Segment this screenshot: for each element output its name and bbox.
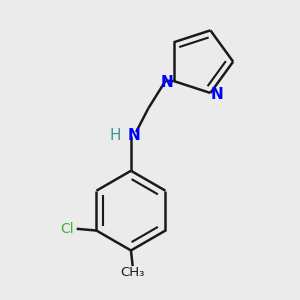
Text: N: N xyxy=(210,87,223,102)
Text: CH₃: CH₃ xyxy=(121,266,145,280)
Text: Cl: Cl xyxy=(60,222,74,236)
Text: H: H xyxy=(110,128,121,143)
Text: N: N xyxy=(128,128,141,143)
Text: N: N xyxy=(161,75,174,90)
